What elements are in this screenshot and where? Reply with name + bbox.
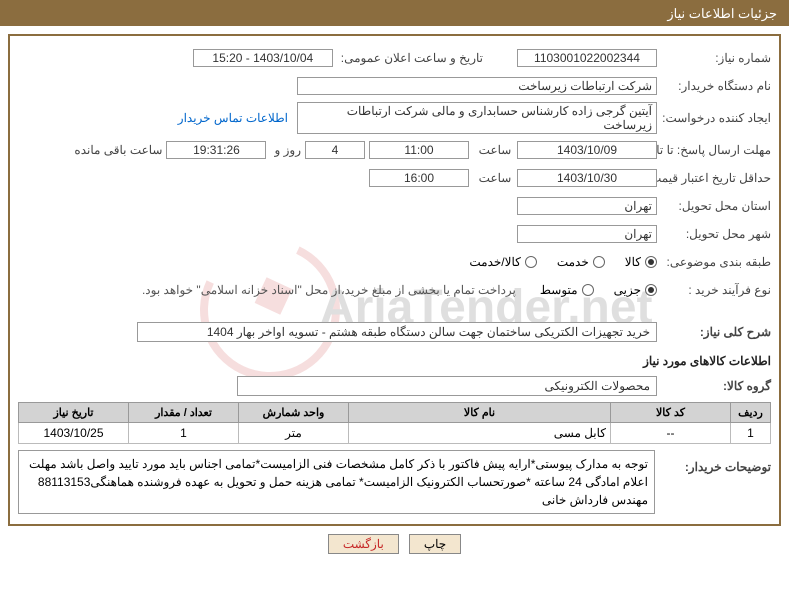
time-remain-field: 19:31:26 bbox=[166, 141, 266, 159]
page-header: جزئیات اطلاعات نیاز bbox=[0, 0, 789, 26]
th-unit: واحد شمارش bbox=[239, 403, 349, 423]
th-code: کد کالا bbox=[611, 403, 731, 423]
buy-type-label: نوع فرآیند خرید : bbox=[661, 283, 771, 297]
requester-label: ایجاد کننده درخواست: bbox=[661, 111, 771, 125]
td-name: کابل مسی bbox=[349, 423, 611, 444]
td-code: -- bbox=[611, 423, 731, 444]
summary-label: شرح کلی نیاز: bbox=[661, 325, 771, 339]
deadline-label: مهلت ارسال پاسخ: تا تاریخ: bbox=[661, 143, 771, 157]
validity-time-field: 16:00 bbox=[369, 169, 469, 187]
time-label-1: ساعت bbox=[473, 143, 513, 157]
header-title: جزئیات اطلاعات نیاز bbox=[667, 6, 777, 21]
th-qty: تعداد / مقدار bbox=[129, 403, 239, 423]
bt-medium-radio[interactable]: متوسط bbox=[540, 283, 594, 297]
footer-buttons: چاپ بازگشت bbox=[0, 534, 789, 554]
form-container: شماره نیاز: 1103001022002344 تاریخ و ساع… bbox=[8, 34, 781, 526]
print-button[interactable]: چاپ bbox=[409, 534, 461, 554]
back-button[interactable]: بازگشت bbox=[328, 534, 399, 554]
category-label: طبقه بندی موضوعی: bbox=[661, 255, 771, 269]
buyer-notes-box: توجه به مدارک پیوستی*ارایه پیش فاکتور با… bbox=[18, 450, 655, 514]
radio-icon bbox=[645, 284, 657, 296]
summary-field: خرید تجهیزات الکتریکی ساختمان جهت سالن د… bbox=[137, 322, 657, 342]
province-label: استان محل تحویل: bbox=[661, 199, 771, 213]
announce-field: 1403/10/04 - 15:20 bbox=[193, 49, 333, 67]
time-label-2: ساعت bbox=[473, 171, 513, 185]
group-label: گروه کالا: bbox=[661, 379, 771, 393]
contact-link[interactable]: اطلاعات تماس خریدار bbox=[178, 111, 288, 125]
td-idx: 1 bbox=[731, 423, 771, 444]
cat-service-radio[interactable]: خدمت bbox=[557, 255, 605, 269]
validity-label: حداقل تاریخ اعتبار قیمت: تا تاریخ: bbox=[641, 171, 771, 185]
items-section-title: اطلاعات کالاهای مورد نیاز bbox=[18, 354, 771, 368]
need-no-field: 1103001022002344 bbox=[517, 49, 657, 67]
radio-icon bbox=[593, 256, 605, 268]
th-name: نام کالا bbox=[349, 403, 611, 423]
buyer-notes-label: توضیحات خریدار: bbox=[661, 450, 771, 474]
remain-suffix: ساعت باقی مانده bbox=[70, 143, 162, 157]
th-idx: ردیف bbox=[731, 403, 771, 423]
buyer-org-field: شرکت ارتباطات زیرساخت bbox=[297, 77, 657, 95]
td-unit: متر bbox=[239, 423, 349, 444]
province-field: تهران bbox=[517, 197, 657, 215]
radio-icon bbox=[645, 256, 657, 268]
radio-icon bbox=[582, 284, 594, 296]
table-row: 1 -- کابل مسی متر 1 1403/10/25 bbox=[19, 423, 771, 444]
payment-note: پرداخت تمام یا بخشی از مبلغ خرید،از محل … bbox=[142, 283, 516, 297]
bt-partial-radio[interactable]: جزیی bbox=[614, 283, 657, 297]
days-word: روز و bbox=[270, 143, 301, 157]
td-date: 1403/10/25 bbox=[19, 423, 129, 444]
td-qty: 1 bbox=[129, 423, 239, 444]
need-no-label: شماره نیاز: bbox=[661, 51, 771, 65]
deadline-date-field: 1403/10/09 bbox=[517, 141, 657, 159]
city-field: تهران bbox=[517, 225, 657, 243]
days-remain-field: 4 bbox=[305, 141, 365, 159]
items-table: ردیف کد کالا نام کالا واحد شمارش تعداد /… bbox=[18, 402, 771, 444]
cat-both-radio[interactable]: کالا/خدمت bbox=[469, 255, 536, 269]
th-date: تاریخ نیاز bbox=[19, 403, 129, 423]
group-field: محصولات الکترونیکی bbox=[237, 376, 657, 396]
validity-date-field: 1403/10/30 bbox=[517, 169, 657, 187]
announce-label: تاریخ و ساعت اعلان عمومی: bbox=[337, 51, 483, 65]
requester-field: آیتین گرجی زاده کارشناس حسابداری و مالی … bbox=[297, 102, 657, 134]
radio-icon bbox=[525, 256, 537, 268]
cat-goods-radio[interactable]: کالا bbox=[625, 255, 657, 269]
buyer-org-label: نام دستگاه خریدار: bbox=[661, 79, 771, 93]
city-label: شهر محل تحویل: bbox=[661, 227, 771, 241]
deadline-time-field: 11:00 bbox=[369, 141, 469, 159]
